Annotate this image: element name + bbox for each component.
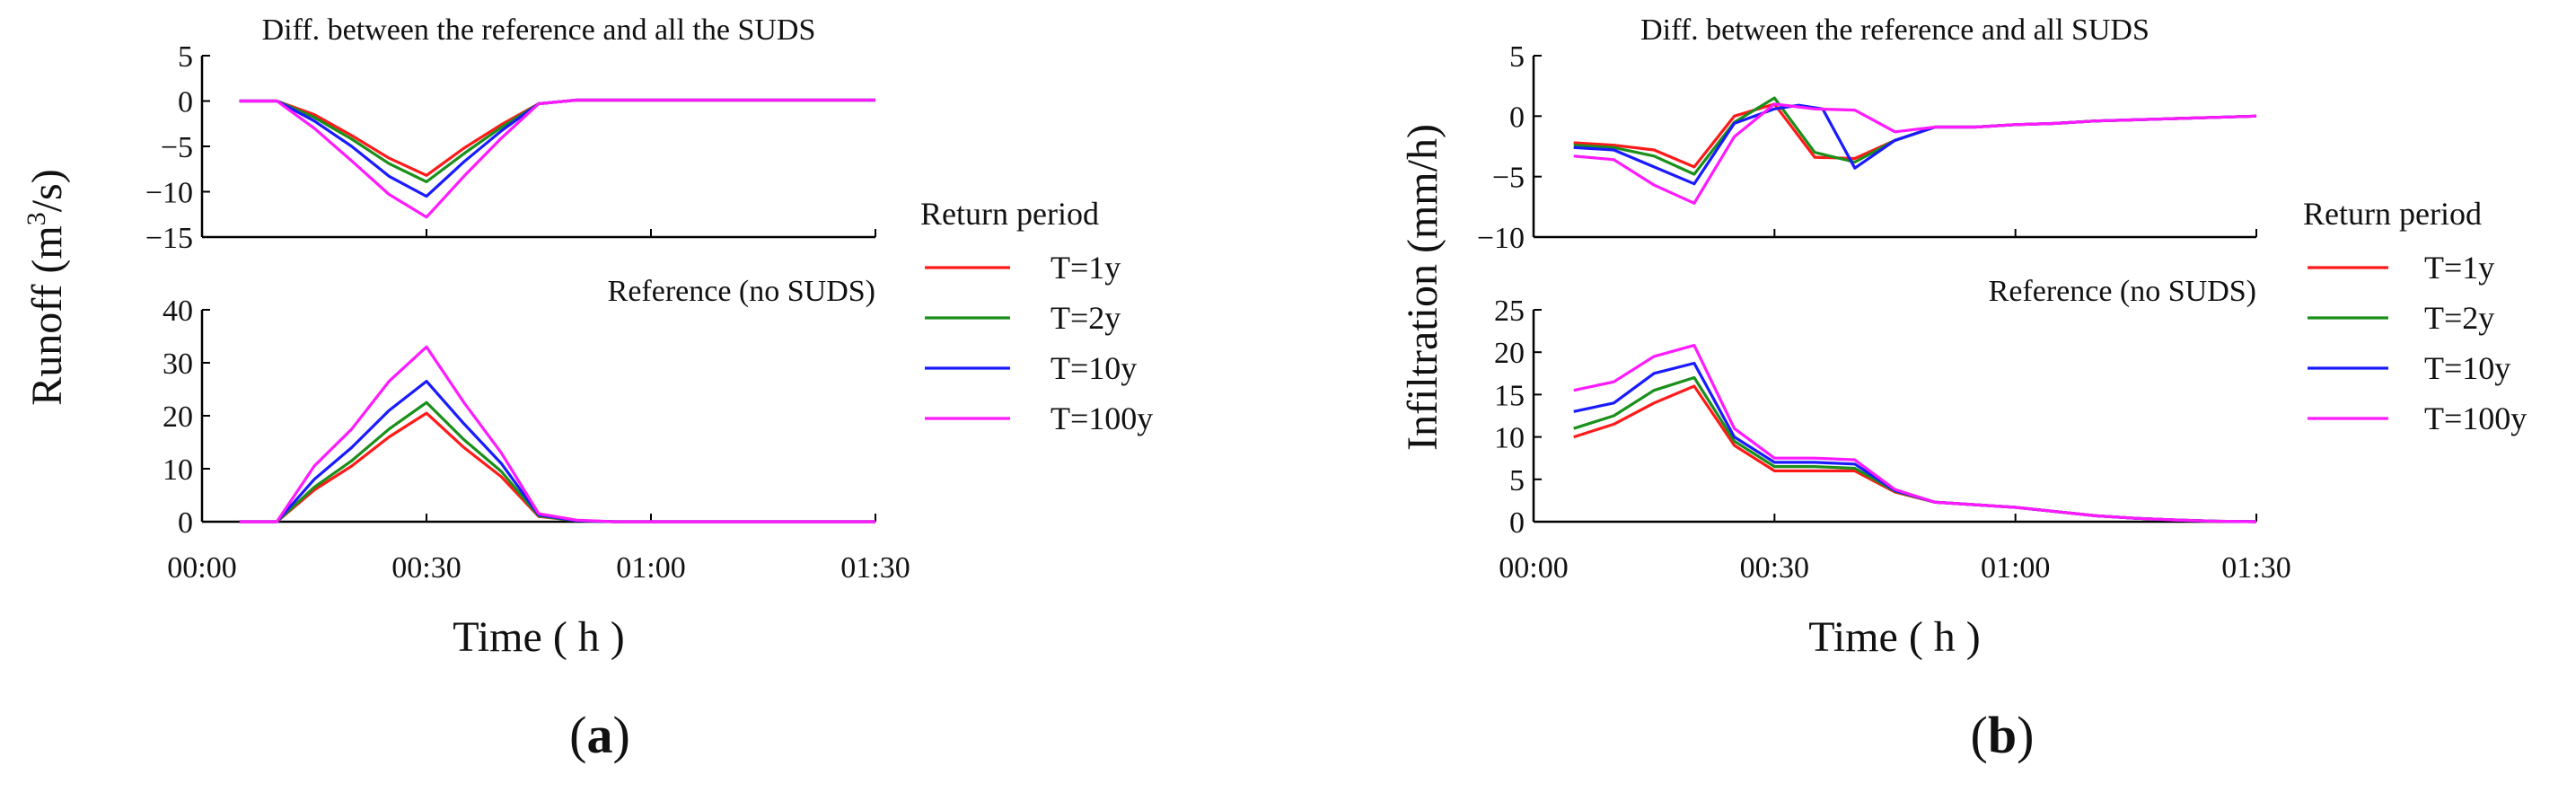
subplot-title: Reference (no SUDS) <box>608 275 875 308</box>
y-tick-label: −10 <box>145 177 193 210</box>
x-tick-label: 00:00 <box>1499 551 1568 585</box>
panel-label: (b) <box>1971 706 2035 764</box>
y-tick-label: 5 <box>1509 40 1525 74</box>
y-tick-label: 20 <box>1494 337 1525 370</box>
y-axis-label-sup: 3 <box>22 212 51 225</box>
subplot-a-reference: 40 30 20 10 0 00:00 00:30 01:00 01:30 Reference (… <box>163 275 910 585</box>
series-line-t-2y <box>1573 375 2257 524</box>
x-tick-label: 01:00 <box>616 551 685 585</box>
panel-label-letter: b <box>1988 706 2017 764</box>
series-line-t-10y <box>239 98 875 198</box>
subplot-b-diff: 5 0 −5 −10 Diff. between the reference and a… <box>1477 13 2257 255</box>
y-tick-label: −5 <box>1492 162 1525 195</box>
series-line-t-2y <box>1573 96 2257 176</box>
y-axis-label: Runoff (m3/s) <box>22 169 71 405</box>
series-line-t-10y <box>1573 103 2257 186</box>
panel-b: 5 0 −5 −10 Diff. between the reference and a… <box>1399 13 2527 764</box>
y-tick-label: 40 <box>163 295 193 328</box>
legend-title: Return period <box>2303 196 2482 232</box>
legend-entry: T=1y <box>2424 250 2494 286</box>
y-tick-label: 10 <box>1494 422 1525 455</box>
series-line-t-1y <box>1573 384 2257 524</box>
y-axis-label-end: /s) <box>23 169 71 212</box>
y-tick-label: 0 <box>178 506 193 540</box>
series-line-t-100y <box>1573 344 2257 524</box>
panel-label-close: ) <box>613 706 630 764</box>
x-tick-label: 01:00 <box>1981 551 2050 585</box>
y-tick-label: 5 <box>1509 464 1525 497</box>
legend-entry: T=2y <box>1051 300 1121 336</box>
y-tick-label: 20 <box>163 400 193 434</box>
y-tick-label: 0 <box>1509 101 1525 134</box>
x-tick-label: 01:30 <box>2221 551 2290 585</box>
y-axis-label-main: Runoff (m <box>23 225 71 405</box>
x-tick-label: 00:30 <box>1740 551 1809 585</box>
y-axis-label: Infiltration (mm/h) <box>1399 124 1446 451</box>
subplot-title: Reference (no SUDS) <box>1989 275 2256 308</box>
legend-entry: T=10y <box>1051 350 1137 386</box>
y-tick-label: 0 <box>1509 506 1525 540</box>
legend-entry: T=100y <box>1051 400 1153 436</box>
y-tick-label: 15 <box>1494 379 1525 412</box>
series-line-t-1y <box>239 411 875 524</box>
x-tick-label: 01:30 <box>840 551 910 585</box>
legend-title: Return period <box>920 196 1099 232</box>
series-line-t-1y <box>1573 102 2257 169</box>
subplot-title: Diff. between the reference and all SUDS <box>1640 13 2150 47</box>
legend-entry: T=1y <box>1051 250 1121 286</box>
series-line-t-2y <box>239 98 875 183</box>
x-tick-label: 00:30 <box>391 551 461 585</box>
subplot-a-diff: 5 0 −5 −10 −15 Diff. between the reference an… <box>145 13 876 255</box>
legend-entry: T=100y <box>2424 400 2527 436</box>
series-line-t-100y <box>1573 102 2257 205</box>
panel-label-open: ( <box>1971 706 1988 764</box>
panel-label-letter: a <box>587 706 613 764</box>
x-axis-label: Time ( h ) <box>453 613 625 661</box>
x-tick-label: 00:00 <box>167 551 236 585</box>
y-tick-label: −15 <box>145 222 193 255</box>
legend: Return period T=1y T=2y T=10y T=100y <box>2303 196 2527 436</box>
series-line-t-10y <box>239 380 875 524</box>
y-tick-label: 30 <box>163 348 193 381</box>
y-tick-label: 0 <box>178 86 193 119</box>
legend-entry: T=10y <box>2424 350 2510 386</box>
legend-entry: T=2y <box>2424 300 2494 336</box>
legend: Return period T=1y T=2y T=10y T=100y <box>920 196 1153 436</box>
x-axis-label: Time ( h ) <box>1808 613 1981 661</box>
panel-label-open: ( <box>569 706 586 764</box>
subplot-b-reference: 25 20 15 10 5 0 00:00 00:30 01:00 01:30 Reference … <box>1494 275 2291 585</box>
y-tick-label: 25 <box>1494 295 1525 328</box>
panel-label-close: ) <box>2017 706 2034 764</box>
y-tick-label: 10 <box>163 453 193 487</box>
panel-label: (a) <box>569 706 630 764</box>
y-tick-label: 5 <box>178 40 193 74</box>
series-line-t-1y <box>239 98 875 177</box>
series-line-t-100y <box>239 98 875 219</box>
y-tick-label: −10 <box>1477 222 1525 255</box>
series-line-t-100y <box>239 345 875 524</box>
panel-a: 5 0 −5 −10 −15 Diff. between the reference an… <box>22 13 1153 764</box>
subplot-title: Diff. between the reference and all the … <box>262 13 816 47</box>
y-tick-label: −5 <box>161 131 193 164</box>
